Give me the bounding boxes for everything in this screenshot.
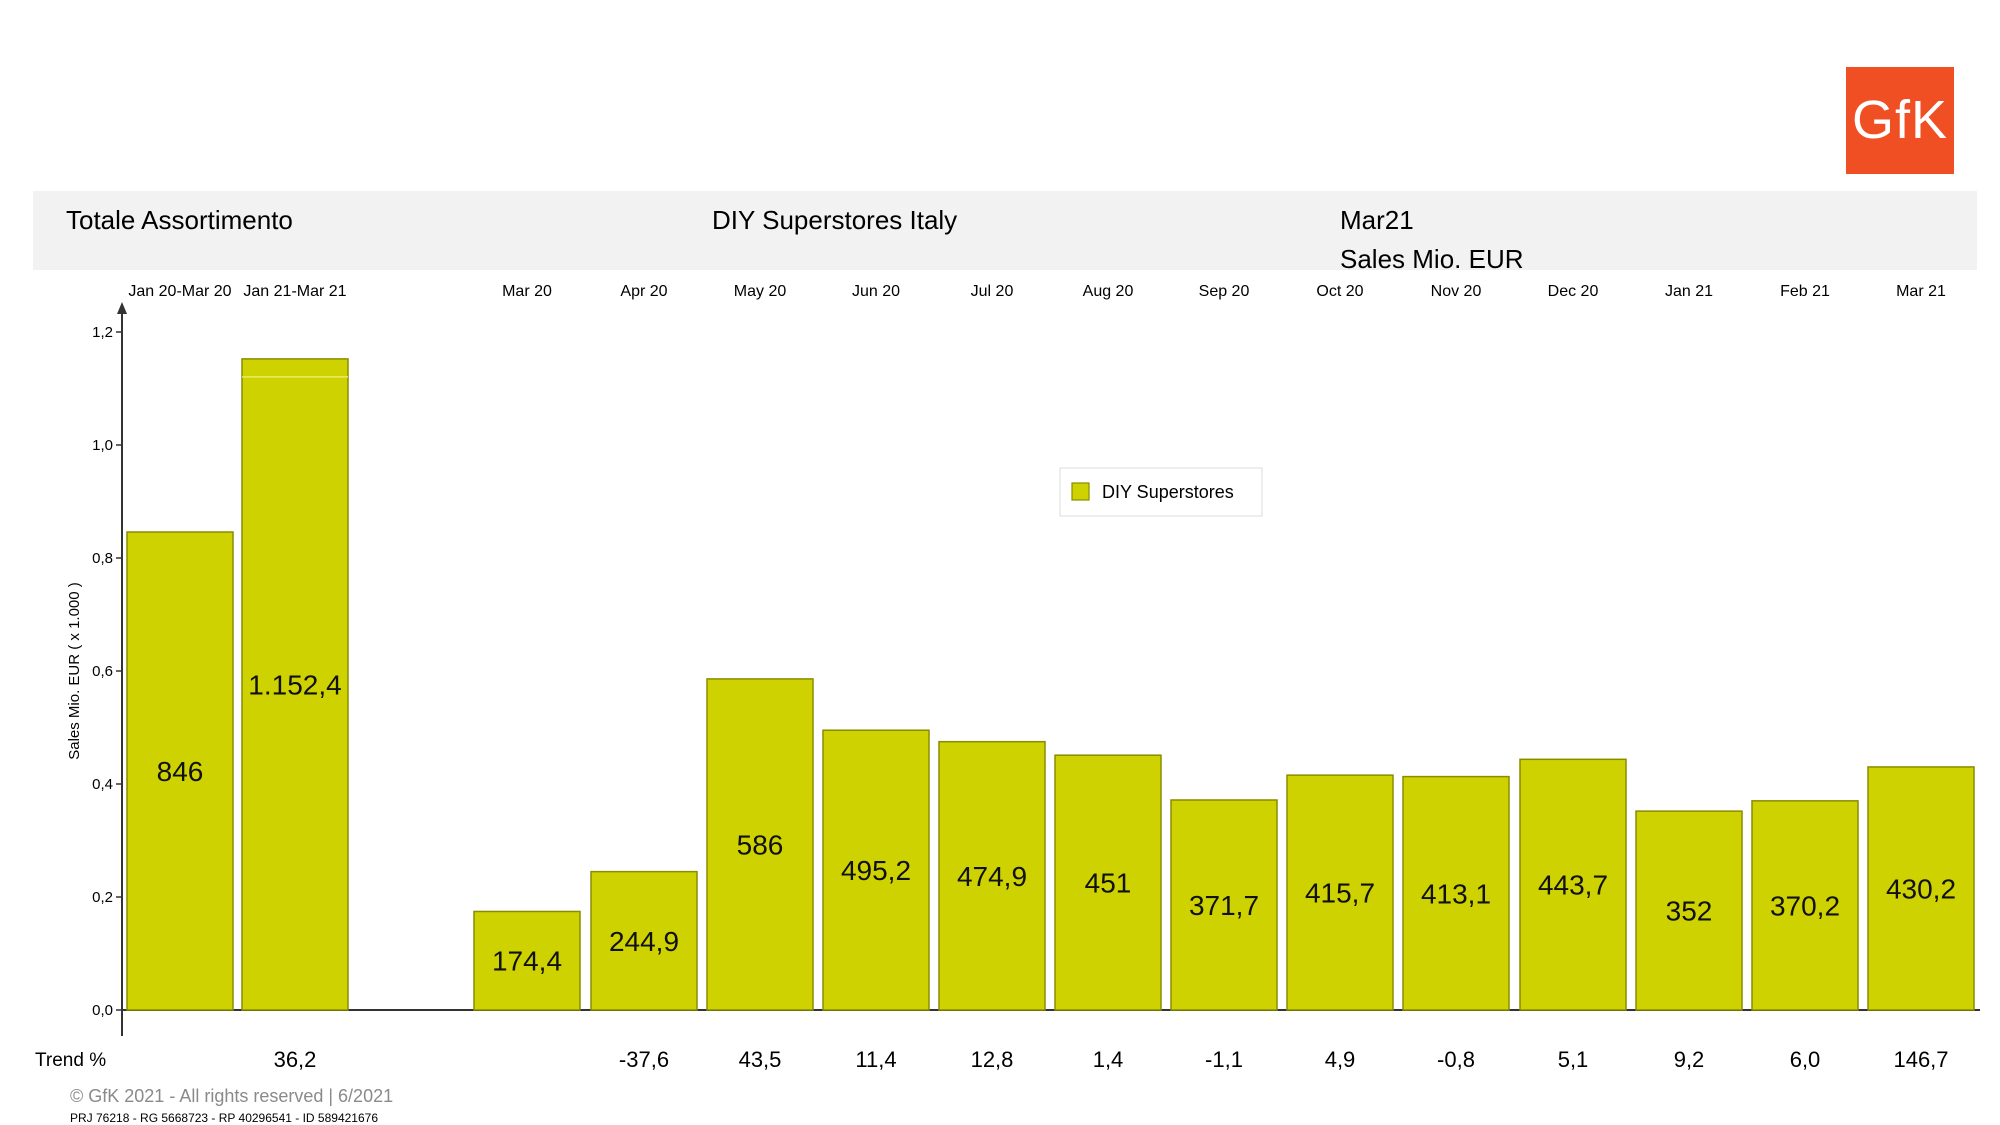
channel-title: DIY Superstores Italy (712, 205, 958, 235)
bar (241, 358, 349, 1011)
bar (1751, 800, 1859, 1011)
bar-value-label: 474,9 (957, 861, 1027, 892)
logo-text: GfK (1851, 90, 1949, 150)
trend-value: 11,4 (855, 1047, 896, 1072)
trend-value: 1,4 (1093, 1047, 1124, 1072)
bar (1519, 758, 1627, 1011)
x-category-label: Jan 21-Mar 21 (243, 283, 346, 300)
y-tick-label: 0,0 (92, 1002, 113, 1019)
bar (1402, 775, 1510, 1011)
legend-swatch (1071, 482, 1090, 501)
bar-value-label: 413,1 (1421, 878, 1491, 909)
trend-value: 36,2 (274, 1047, 317, 1072)
y-tick-label: 1,0 (92, 437, 113, 454)
x-category-label: Jan 21 (1665, 283, 1713, 300)
trend-value: 6,0 (1790, 1047, 1821, 1072)
x-category-label: Nov 20 (1431, 283, 1482, 300)
trend-value: 9,2 (1674, 1047, 1705, 1072)
bar-value-label: 370,2 (1770, 890, 1840, 921)
trend-value: -1,1 (1205, 1047, 1243, 1072)
bar-value-label: 371,7 (1189, 890, 1259, 921)
x-category-label: Aug 20 (1083, 283, 1134, 300)
bar-value-label: 586 (737, 829, 784, 860)
bar-value-label: 244,9 (609, 926, 679, 957)
bar-value-label: 174,4 (492, 946, 562, 977)
bar (938, 740, 1046, 1011)
x-category-label: May 20 (734, 283, 787, 300)
trend-value: 12,8 (971, 1047, 1014, 1072)
x-category-label: Jan 20-Mar 20 (128, 283, 231, 300)
x-category-label: Sep 20 (1199, 283, 1250, 300)
legend-box (1059, 467, 1263, 517)
bar (1054, 754, 1162, 1011)
trend-value: 5,1 (1558, 1047, 1589, 1072)
y-tick-label: 1,2 (92, 324, 113, 341)
x-category-label: Oct 20 (1316, 283, 1363, 300)
bar-value-label: 352 (1666, 896, 1713, 927)
trend-value: -0,8 (1437, 1047, 1475, 1072)
x-category-label: Feb 21 (1780, 283, 1830, 300)
report-ids: PRJ 76218 - RG 5668723 - RP 40296541 - I… (70, 1111, 378, 1125)
legend-label: DIY Superstores (1102, 482, 1234, 502)
y-tick-label: 0,2 (92, 889, 113, 906)
trend-value: 43,5 (739, 1047, 782, 1072)
trend-value: 146,7 (1893, 1047, 1948, 1072)
bar (1170, 799, 1278, 1011)
bar (473, 910, 581, 1011)
bar (1286, 774, 1394, 1011)
bar-value-label: 443,7 (1538, 870, 1608, 901)
measure-label: Sales Mio. EUR (1340, 244, 1524, 274)
bar-value-label: 846 (157, 756, 204, 787)
trend-value: 4,9 (1325, 1047, 1356, 1072)
y-tick-label: 0,6 (92, 663, 113, 680)
assortment-title: Totale Assortimento (66, 205, 293, 235)
period-label: Mar21 (1340, 205, 1414, 235)
bar-value-label: 451 (1085, 868, 1132, 899)
x-category-label: Dec 20 (1548, 283, 1599, 300)
bar (126, 531, 234, 1011)
bar (706, 678, 814, 1011)
bar-value-label: 415,7 (1305, 878, 1375, 909)
x-category-label: Jul 20 (971, 283, 1014, 300)
y-tick-label: 0,8 (92, 550, 113, 567)
bar-value-label: 495,2 (841, 855, 911, 886)
bar-value-label: 1.152,4 (248, 669, 341, 700)
bar-value-label: 430,2 (1886, 873, 1956, 904)
bar (1635, 810, 1743, 1011)
y-axis-arrow (117, 302, 127, 314)
x-category-label: Apr 20 (620, 283, 667, 300)
y-axis-title: Sales Mio. EUR ( x 1.000 ) (66, 582, 83, 760)
trend-row-label: Trend % (35, 1050, 106, 1071)
x-category-label: Mar 21 (1896, 283, 1946, 300)
sales-bar-chart: 0,0 0,2 0,4 0,6 0,8 1,0 1,2 Sales Mio. EUR ( x … (35, 283, 1980, 1072)
x-category-label: Jun 20 (852, 283, 900, 300)
bar (1867, 766, 1975, 1011)
report-header: Totale Assortimento DIY Superstores Ital… (33, 191, 1977, 274)
x-category-label: Mar 20 (502, 283, 552, 300)
bar (590, 870, 698, 1011)
trend-value: -37,6 (619, 1047, 669, 1072)
y-tick-label: 0,4 (92, 776, 113, 793)
bar (822, 729, 930, 1011)
copyright-text: © GfK 2021 - All rights reserved | 6/202… (70, 1086, 394, 1106)
gfk-logo: GfK (1846, 67, 1954, 174)
